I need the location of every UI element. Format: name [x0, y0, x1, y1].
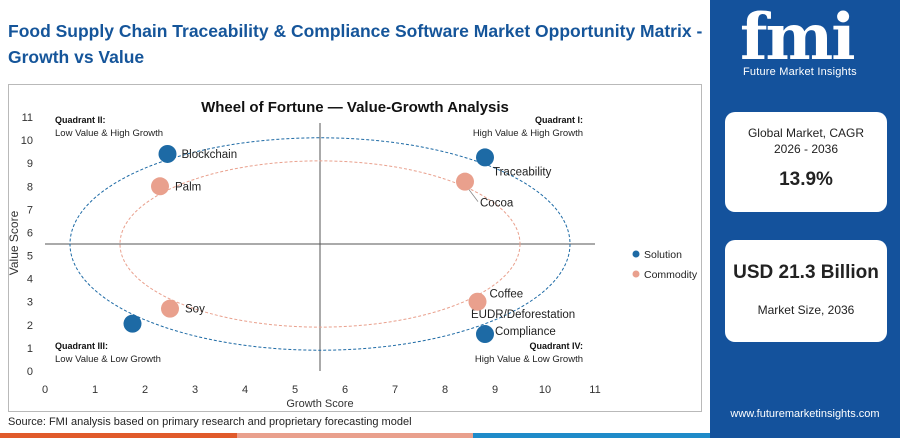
side-panel: fmi Future Market Insights Global Market…	[710, 0, 900, 438]
x-tick-label: 7	[392, 384, 398, 396]
market-size-label: Market Size, 2036	[757, 303, 855, 317]
logo-tagline: Future Market Insights	[743, 66, 857, 78]
label-leader-line	[468, 189, 479, 202]
commodity-point	[468, 292, 487, 311]
x-tick-label: 8	[442, 384, 448, 396]
quadrant-4-title: Quadrant IV:	[529, 341, 583, 351]
commodity-point-label: Coffee	[490, 289, 524, 301]
cagr-card: Global Market, CAGR 2026 - 2036 13.9%	[725, 112, 887, 212]
chart-panel: Wheel of Fortune — Value-Growth Analysis…	[7, 84, 702, 412]
quadrant-2-desc: Low Value & High Growth	[55, 128, 163, 139]
outer-wheel-ellipse	[69, 137, 571, 351]
legend-label-solution: Solution	[644, 249, 682, 261]
solution-point-label: Compliance	[495, 326, 556, 338]
x-tick-label: 0	[42, 384, 48, 396]
solution-point	[476, 148, 494, 167]
legend-marker-solution	[632, 250, 640, 258]
y-tick-label: 1	[27, 343, 33, 355]
commodity-point-label: Cocoa	[480, 198, 514, 210]
chart-title: Wheel of Fortune — Value-Growth Analysis	[201, 99, 509, 116]
x-tick-label: 6	[342, 384, 348, 396]
x-tick-label: 11	[589, 384, 600, 396]
x-tick-label: 1	[92, 384, 98, 396]
x-tick-label: 10	[539, 384, 551, 396]
y-tick-label: 7	[27, 204, 33, 216]
quadrant-3-desc: Low Value & Low Growth	[55, 354, 161, 365]
commodity-point	[456, 172, 474, 191]
solution-point-label: Traceability	[493, 166, 552, 178]
x-tick-label: 3	[192, 384, 198, 396]
x-tick-label: 4	[242, 384, 248, 396]
y-tick-label: 0	[27, 366, 33, 378]
cagr-label: Global Market, CAGR 2026 - 2036	[747, 126, 865, 156]
logo-mark: fmi	[740, 0, 856, 75]
color-strip	[0, 433, 711, 438]
x-axis-label: Growth Score	[286, 398, 353, 410]
legend-marker-commodity	[632, 270, 640, 278]
y-tick-label: 3	[27, 297, 33, 309]
inner-wheel-ellipse	[119, 160, 521, 328]
quadrant-4-desc: High Value & Low Growth	[475, 354, 583, 365]
cagr-value: 13.9%	[779, 169, 833, 190]
x-tick-label: 5	[292, 384, 298, 396]
page-title: Food Supply Chain Traceability & Complia…	[8, 21, 703, 67]
y-axis-label: Value Score	[9, 210, 21, 275]
legend-label-commodity: Commodity	[644, 269, 698, 281]
y-tick-label: 6	[27, 227, 33, 239]
commodity-point-label: Palm	[175, 181, 201, 193]
y-tick-label: 9	[27, 158, 33, 170]
solution-point-label: Blockchain	[182, 149, 238, 161]
solution-point	[158, 144, 177, 163]
quadrant-1-desc: High Value & High Growth	[473, 128, 583, 139]
commodity-point-label: Soy	[185, 304, 205, 316]
y-tick-label: 8	[27, 181, 33, 193]
market-size-value: USD 21.3 Billion	[733, 262, 879, 283]
market-size-card: USD 21.3 Billion Market Size, 2036	[725, 240, 887, 342]
y-tick-label: 2	[27, 320, 33, 332]
y-tick-label: 4	[27, 274, 33, 286]
y-tick-label: 10	[21, 135, 33, 147]
commodity-point	[151, 177, 169, 196]
source-note: Source: FMI analysis based on primary re…	[8, 416, 412, 428]
fmi-logo: fmi Future Market Insights	[710, 0, 900, 85]
x-tick-label: 9	[492, 384, 498, 396]
y-tick-label: 5	[27, 251, 33, 263]
x-tick-label: 2	[142, 384, 148, 396]
solution-point	[476, 325, 494, 344]
solution-point-label: EUDR/Deforestation	[471, 309, 575, 321]
commodity-point	[161, 299, 179, 318]
quadrant-1-title: Quadrant I:	[535, 115, 583, 125]
opportunity-matrix-chart: Wheel of Fortune — Value-Growth Analysis…	[7, 99, 698, 410]
quadrant-2-title: Quadrant II:	[55, 115, 106, 125]
quadrant-3-title: Quadrant III:	[55, 341, 108, 351]
y-tick-label: 11	[22, 112, 33, 124]
solution-point	[123, 314, 142, 333]
website-link[interactable]: www.futuremarketinsights.com	[730, 408, 880, 420]
